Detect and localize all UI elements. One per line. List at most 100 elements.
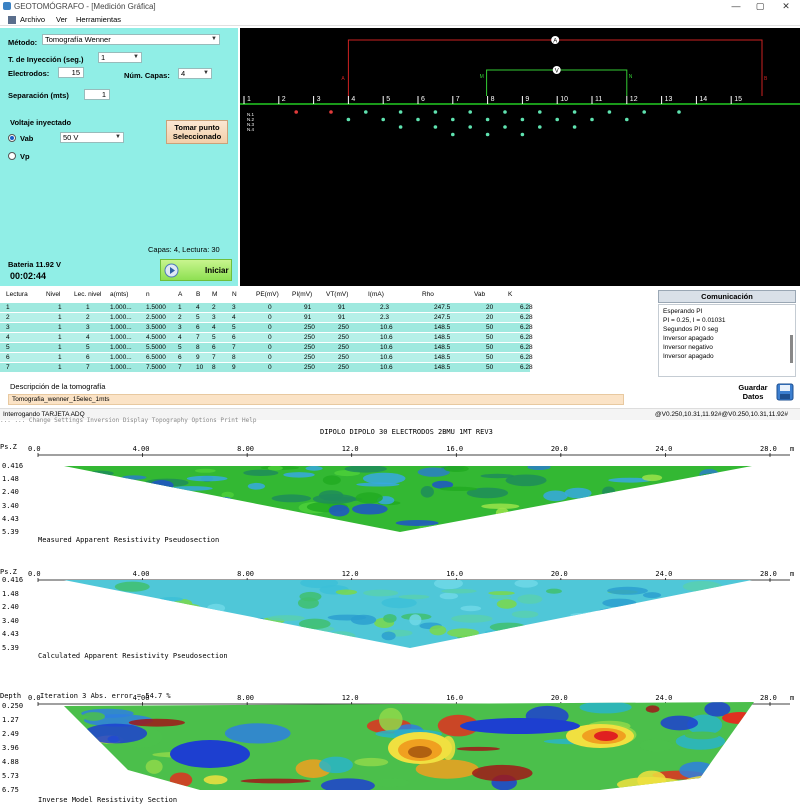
column-header[interactable]: I(mA) bbox=[368, 291, 384, 298]
resistivity-blob bbox=[159, 597, 184, 602]
column-header[interactable]: Vab bbox=[474, 291, 486, 298]
electrode-label: 3 bbox=[317, 96, 321, 103]
vp-radio[interactable] bbox=[8, 152, 16, 160]
menu-herramientas[interactable]: Herramientas bbox=[76, 15, 122, 24]
scrollbar[interactable] bbox=[790, 335, 793, 363]
column-header[interactable]: a(mts) bbox=[110, 291, 129, 298]
measurement-point bbox=[520, 117, 525, 122]
table-cell: 1 bbox=[58, 354, 62, 361]
electrodos-input[interactable]: 15 bbox=[58, 67, 84, 78]
measurement-point bbox=[677, 110, 681, 114]
resistivity-blob bbox=[221, 491, 234, 499]
table-row[interactable]: 2 1 2 1.000... 2.5000 2 5 3 4 0 91 91 2.3 247.5 20 6.28 bbox=[0, 313, 533, 322]
resistivity-blob bbox=[283, 472, 315, 478]
column-header[interactable]: VT(mV) bbox=[326, 291, 349, 298]
close-button[interactable]: ✕ bbox=[782, 1, 790, 11]
x-tick-label: 24.0 bbox=[655, 694, 673, 702]
depth-label: 2.40 bbox=[2, 488, 19, 497]
capas-label: Núm. Capas: bbox=[124, 71, 170, 80]
description-input[interactable]: Tomografia_wenner_15elec_1mts bbox=[8, 394, 624, 405]
resistivity-section bbox=[64, 580, 752, 648]
table-cell: 91 bbox=[304, 304, 312, 311]
resistivity-blob bbox=[546, 588, 562, 594]
circuit-electrode-label: N bbox=[629, 74, 633, 80]
metodo-select[interactable]: Tomografía Wenner ▼ bbox=[42, 34, 220, 45]
resistivity-blob bbox=[230, 526, 272, 532]
level-label: N.2 bbox=[247, 117, 255, 122]
column-header[interactable]: A bbox=[178, 291, 183, 298]
column-header[interactable]: PI(mV) bbox=[292, 291, 313, 298]
column-header[interactable]: Lectura bbox=[6, 291, 28, 298]
column-header[interactable]: B bbox=[196, 291, 201, 298]
axis-label: Depth bbox=[0, 692, 22, 700]
resistivity-blob bbox=[460, 605, 482, 612]
resistivity-blob bbox=[612, 519, 635, 531]
menu-archivo[interactable]: Archivo bbox=[20, 15, 46, 24]
tomar-punto-button[interactable]: Tomar punto Seleccionado bbox=[166, 120, 228, 144]
electrode-label: 5 bbox=[386, 96, 390, 103]
table-row[interactable]: 1 1 1 1.000... 1.5000 1 4 2 3 0 91 91 2.3 247.5 20 6.28 bbox=[0, 303, 533, 312]
column-header[interactable]: PE(mV) bbox=[256, 291, 279, 298]
table-cell: 7 bbox=[232, 344, 236, 351]
resistivity-blob bbox=[667, 512, 698, 521]
resistivity-anomaly bbox=[408, 746, 432, 758]
vab-radio[interactable] bbox=[8, 134, 16, 142]
column-header[interactable]: Nivel bbox=[46, 291, 61, 298]
x-tick-label: 16.0 bbox=[446, 445, 464, 453]
vab-select[interactable]: 50 V ▼ bbox=[60, 132, 124, 143]
measurement-point bbox=[398, 110, 403, 114]
guardar-button[interactable]: Guardar Datos bbox=[734, 381, 796, 405]
separacion-input[interactable]: 1 bbox=[84, 89, 110, 100]
menu-ver[interactable]: Ver bbox=[56, 15, 68, 24]
column-header[interactable]: K bbox=[508, 291, 513, 298]
comm-line: Inversor apagado bbox=[663, 335, 714, 342]
column-header[interactable]: n bbox=[146, 291, 150, 298]
menu-bar: Archivo Ver Herramientas bbox=[0, 13, 800, 26]
table-row[interactable]: 5 1 5 1.000... 5.5000 5 8 6 7 0 250 250 10.6 148.5 50 6… bbox=[0, 343, 533, 352]
table-cell: 7 bbox=[212, 354, 216, 361]
table-row[interactable]: 3 1 3 1.000... 3.5000 3 6 4 5 0 250 250 10.6 148.5 50 6… bbox=[0, 323, 533, 332]
inversion-plots bbox=[37, 453, 790, 790]
table-cell: 1 bbox=[58, 344, 62, 351]
table-row[interactable]: 4 1 4 1.000... 4.5000 4 7 5 6 0 250 250 10.6 148.5 50 6… bbox=[0, 333, 533, 342]
chevron-down-icon: ▼ bbox=[203, 70, 209, 76]
section-caption: Inverse Model Resistivity Section bbox=[38, 796, 178, 804]
resistivity-blob bbox=[83, 723, 148, 744]
separacion-label: Separación (mts) bbox=[8, 91, 69, 100]
depth-label: 4.43 bbox=[2, 514, 19, 523]
table-row[interactable]: 6 1 6 1.000... 6.5000 6 9 7 8 0 250 250 10.6 148.5 50 6… bbox=[0, 353, 533, 362]
resistivity-blob bbox=[441, 588, 477, 594]
iniciar-button[interactable]: Iniciar bbox=[160, 259, 232, 281]
battery-status: Bateria 11.92 V bbox=[8, 260, 61, 269]
comm-line: Inversor apagado bbox=[663, 353, 714, 360]
inversion-menu[interactable]: ... ... Change Settings Inversion Displa… bbox=[0, 417, 257, 424]
table-cell: 0 bbox=[268, 314, 272, 321]
column-header[interactable]: Lec. nivel bbox=[74, 291, 102, 298]
capas-select[interactable]: 4 ▼ bbox=[178, 68, 212, 79]
iteration-header: Iteration 3 Abs. error = 54.7 % bbox=[40, 692, 171, 700]
column-header[interactable]: N bbox=[232, 291, 237, 298]
resistivity-blob bbox=[87, 470, 114, 477]
maximize-button[interactable]: ▢ bbox=[755, 1, 765, 11]
table-cell: 10 bbox=[196, 364, 204, 371]
resistivity-blob bbox=[194, 468, 216, 473]
column-header[interactable]: M bbox=[212, 291, 218, 298]
comm-log[interactable]: Esperando PI PI = 0.25, I = 0.01031 Segu… bbox=[658, 304, 796, 377]
resistivity-blob bbox=[74, 601, 101, 609]
inyeccion-select[interactable]: 1 ▼ bbox=[98, 52, 142, 63]
table-cell: 6 bbox=[196, 324, 200, 331]
resistivity-blob bbox=[362, 472, 406, 485]
resistivity-blob bbox=[171, 628, 194, 637]
x-tick-label: 20.0 bbox=[550, 445, 568, 453]
measurement-point bbox=[538, 125, 542, 129]
table-row[interactable]: 7 1 7 1.000... 7.5000 7 10 8 9 0 250 250 10.6 148.5 50… bbox=[0, 363, 533, 372]
x-tick-label: 8.00 bbox=[237, 570, 254, 578]
resistivity-blob bbox=[472, 764, 533, 782]
resistivity-blob bbox=[409, 614, 422, 626]
table-cell: 1 bbox=[86, 304, 90, 311]
x-tick-label: 4.00 bbox=[132, 570, 150, 578]
resistivity-blob bbox=[693, 501, 707, 506]
column-header[interactable]: Rho bbox=[422, 291, 434, 298]
table-cell: 247.5 bbox=[434, 314, 451, 321]
minimize-button[interactable]: — bbox=[731, 1, 741, 11]
